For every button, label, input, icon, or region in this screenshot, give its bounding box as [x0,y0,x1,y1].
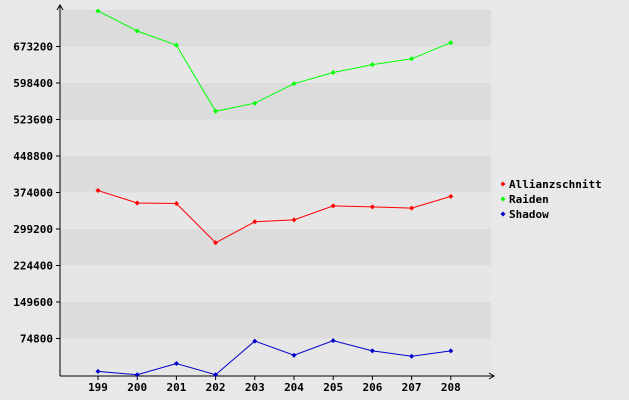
data-point-shadow [252,338,258,344]
data-point-allianzschnitt [95,188,101,194]
y-tick-label: 374000 [13,187,53,200]
data-point-allianzschnitt [291,217,297,223]
grid-band [60,338,491,375]
data-point-raiden [95,8,101,14]
data-point-allianzschnitt [173,200,179,206]
series-line-raiden [97,10,451,112]
grid-band [60,119,491,156]
x-tick-label: 203 [245,381,265,394]
x-tick-label: 199 [88,381,108,394]
y-tick-label: 149600 [13,296,53,309]
y-tick-label: 74800 [20,333,53,346]
y-tick-label: 673200 [13,41,53,54]
y-tick-label: 448800 [13,150,53,163]
x-tick-label: 204 [284,381,304,394]
data-point-allianzschnitt [134,200,140,206]
x-tick-label: 200 [127,381,147,394]
data-point-allianzschnitt [448,193,454,199]
data-point-shadow [95,368,101,374]
grid-band [60,156,491,193]
x-tick-label: 208 [441,381,461,394]
data-point-allianzschnitt [330,203,336,209]
data-point-shadow [448,348,454,354]
data-point-raiden [448,40,454,46]
x-tick-label: 205 [323,381,343,394]
y-axis-arrow-icon [56,4,64,11]
grid-band [60,265,491,302]
y-axis-ticks: 74800 149600 224400 299200 374000 448800 52360… [13,41,60,346]
data-point-raiden [173,42,179,48]
x-tick-label: 206 [362,381,382,394]
data-point-raiden [134,28,140,34]
series-group [95,8,454,378]
legend-label-shadow: Shadow [509,208,549,221]
legend: Allianzschnitt Raiden Shadow [500,178,602,221]
x-tick-label: 201 [166,381,186,394]
grid-band [60,302,491,339]
legend-marker-raiden-icon [500,196,506,202]
data-point-shadow [291,352,297,358]
legend-marker-shadow-icon [500,211,506,217]
data-point-shadow [213,372,219,378]
y-tick-label: 224400 [13,260,53,273]
data-point-shadow [409,353,415,359]
grid-band [60,229,491,266]
x-tick-label: 207 [402,381,422,394]
data-point-allianzschnitt [369,204,375,210]
x-axis-arrow-icon [488,372,495,380]
data-point-raiden [291,81,297,87]
y-tick-label: 598400 [13,77,53,90]
y-tick-label: 523600 [13,114,53,127]
data-point-shadow [134,372,140,378]
series-line-shadow [97,340,451,376]
legend-marker-allianzschnitt-icon [500,181,506,187]
data-point-raiden [252,100,258,106]
data-point-shadow [330,338,336,344]
data-point-raiden [409,56,415,62]
x-axis-ticks: 199 200 201 202 203 204 205 206 207 208 [88,376,461,394]
grid-band [60,10,491,47]
y-tick-label: 299200 [13,223,53,236]
data-point-shadow [369,348,375,354]
data-point-allianzschnitt [252,219,258,225]
data-point-shadow [173,361,179,367]
grid-band [60,46,491,83]
grid-band [60,192,491,229]
axes [56,4,495,380]
grid-bands [60,10,491,375]
data-point-allianzschnitt [409,205,415,211]
x-tick-label: 202 [206,381,226,394]
data-point-allianzschnitt [213,240,219,246]
data-point-raiden [213,108,219,114]
legend-label-allianzschnitt: Allianzschnitt [509,178,602,191]
data-point-raiden [369,62,375,68]
grid-band [60,83,491,120]
series-line-allianzschnitt [97,190,451,244]
data-point-raiden [330,69,336,75]
legend-label-raiden: Raiden [509,193,549,206]
